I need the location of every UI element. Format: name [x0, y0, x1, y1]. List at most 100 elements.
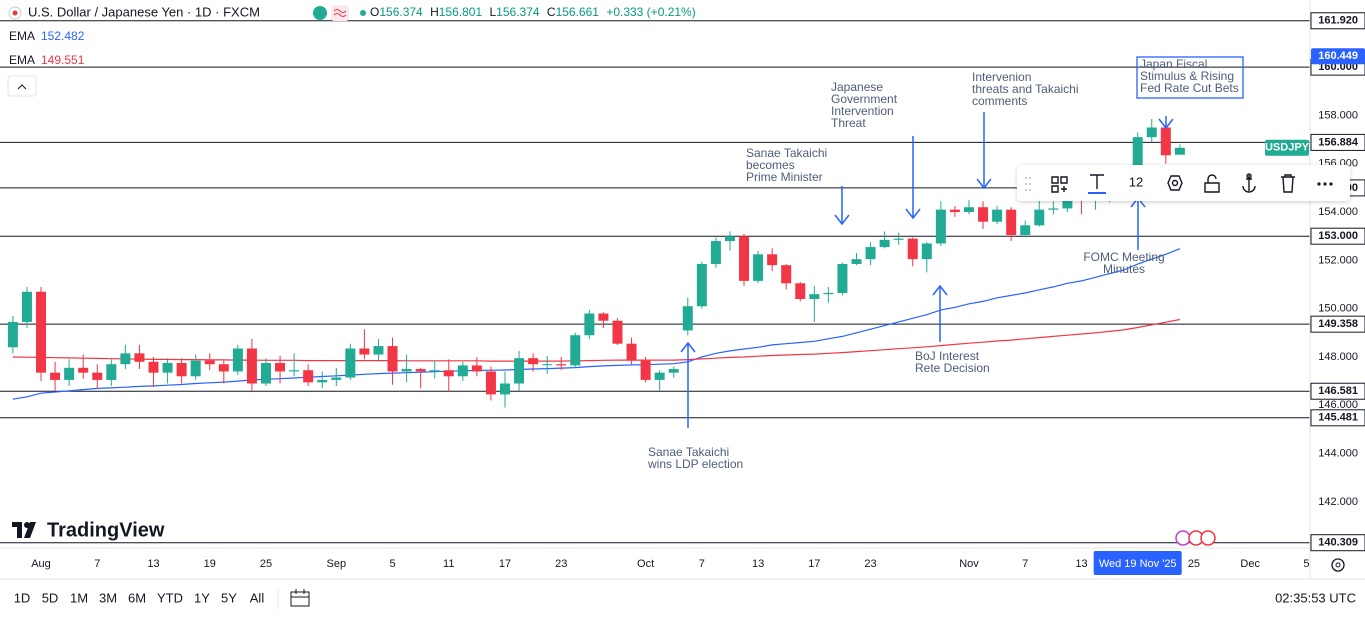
- ema-line: [12, 248, 1181, 400]
- annotation-text[interactable]: Sanae Takaichi: [648, 445, 729, 459]
- annotation-text[interactable]: Japan Fiscal: [1140, 57, 1207, 71]
- date-range-icon[interactable]: [290, 589, 310, 607]
- template-icon[interactable]: [1051, 176, 1068, 193]
- symbol-tag: [1265, 139, 1309, 156]
- timeframe-button[interactable]: 1Y: [194, 590, 210, 605]
- candle-body: [1048, 208, 1059, 210]
- ohlc-value: 156.801: [439, 5, 483, 19]
- x-tick-label: 23: [555, 558, 567, 570]
- annotation-text[interactable]: BoJ Interest: [915, 349, 980, 363]
- timeframe-button[interactable]: 6M: [128, 590, 146, 605]
- ohlc-value: 156.661: [556, 5, 600, 19]
- drag-handle[interactable]: [1025, 177, 1031, 191]
- annotation-text[interactable]: wins LDP election: [647, 457, 743, 471]
- timeframe-button[interactable]: All: [250, 590, 265, 605]
- annotation-text[interactable]: Intervention: [831, 104, 894, 118]
- ema-line: [12, 318, 1181, 362]
- price-label-box: [1310, 315, 1365, 333]
- text-icon[interactable]: [1090, 174, 1104, 189]
- price-tag-label: 160.449: [1318, 50, 1358, 62]
- candle-body: [1132, 137, 1143, 176]
- candle-body: [949, 209, 960, 213]
- trash-icon[interactable]: [1281, 174, 1295, 193]
- x-tick-label: 7: [1022, 558, 1028, 570]
- timeframe-button[interactable]: 5D: [42, 590, 59, 605]
- candle-body: [992, 209, 1003, 222]
- collapse-button[interactable]: [7, 75, 37, 97]
- more-icon[interactable]: [1317, 182, 1333, 186]
- annotation-text[interactable]: Rete Decision: [915, 361, 990, 375]
- price-label: 161.920: [1318, 15, 1358, 27]
- annotation-text[interactable]: Fed Rate Cut Bets: [1140, 81, 1239, 95]
- price-label: 146.581: [1318, 385, 1358, 397]
- candle-body: [837, 263, 848, 293]
- candle-body: [345, 348, 356, 378]
- price-label: 153.000: [1318, 230, 1358, 242]
- candle-body: [36, 291, 47, 373]
- annotation-text[interactable]: Stimulus & Rising: [1140, 69, 1234, 83]
- price-label: 156.884: [1318, 136, 1359, 148]
- logo-mark: [12, 522, 36, 538]
- candle-body: [978, 207, 989, 222]
- event-icon[interactable]: [1175, 530, 1191, 546]
- y-tick-label: 144.000: [1318, 447, 1358, 459]
- price-tag: [1311, 48, 1365, 65]
- timeframe-button[interactable]: 1M: [70, 590, 88, 605]
- flag-icon-dot: [12, 10, 18, 16]
- candle-body: [682, 306, 693, 331]
- candle-body: [232, 348, 243, 372]
- timeframe-button[interactable]: 1D: [14, 590, 31, 605]
- candle-body: [457, 365, 468, 377]
- annotation-text[interactable]: Intervenion: [972, 70, 1031, 84]
- candle-body: [415, 369, 426, 372]
- candle-body: [134, 353, 145, 362]
- candle-body: [724, 236, 735, 242]
- candle-body: [893, 238, 904, 240]
- price-label: 145.481: [1318, 412, 1358, 424]
- candle-body: [275, 362, 286, 372]
- annotation-text[interactable]: Sanae Takaichi: [746, 146, 827, 160]
- annotation-text[interactable]: Prime Minister: [746, 170, 823, 184]
- annotation-text[interactable]: Japanese: [831, 80, 883, 94]
- x-tick-label: 25: [260, 558, 272, 570]
- annotation-text[interactable]: FOMC Meeting: [1083, 250, 1164, 264]
- logo-text: TradingView: [47, 519, 165, 541]
- candle-body: [865, 247, 876, 260]
- settings-icon[interactable]: [1167, 175, 1183, 191]
- lock-icon[interactable]: [1204, 174, 1220, 193]
- x-tick-label: 11: [443, 558, 454, 570]
- candle-body: [190, 360, 201, 377]
- annotation-arrowhead: [1158, 118, 1174, 130]
- text-size[interactable]: 12: [1129, 174, 1143, 189]
- price-label-box: [1310, 534, 1365, 552]
- annotation-text[interactable]: comments: [972, 94, 1027, 108]
- axis-settings[interactable]: [1331, 558, 1345, 572]
- x-tick-label: 17: [499, 558, 511, 570]
- annotation-box[interactable]: [1136, 56, 1244, 99]
- annotation-text[interactable]: becomes: [746, 158, 795, 172]
- annotation-text[interactable]: Minutes: [1103, 262, 1145, 276]
- x-tick-label: Dec: [1240, 558, 1260, 570]
- clock: 02:35:53 UTC: [1275, 590, 1356, 605]
- annotation-text[interactable]: Threat: [831, 116, 866, 130]
- price-label-box: [1310, 382, 1365, 400]
- timeframe-button[interactable]: 3M: [99, 590, 117, 605]
- candle-body: [710, 241, 721, 264]
- candle-body: [50, 372, 61, 380]
- candle-body: [218, 364, 229, 372]
- annotation-text[interactable]: Government: [831, 92, 898, 106]
- candle-body: [120, 353, 131, 365]
- candle-body: [907, 238, 918, 260]
- event-icon[interactable]: [1200, 530, 1216, 546]
- x-tick-label: Sep: [326, 558, 346, 570]
- candle-body: [500, 383, 510, 395]
- annotation-text[interactable]: threats and Takaichi: [972, 82, 1079, 96]
- legend-name: EMA: [9, 53, 35, 67]
- candle-body: [1174, 147, 1185, 155]
- indicator-button[interactable]: [331, 5, 349, 21]
- timeframe-button[interactable]: 5Y: [221, 590, 237, 605]
- price-label: 140.309: [1318, 537, 1358, 549]
- timeframe-button[interactable]: YTD: [157, 590, 183, 605]
- eye-button[interactable]: [313, 6, 327, 20]
